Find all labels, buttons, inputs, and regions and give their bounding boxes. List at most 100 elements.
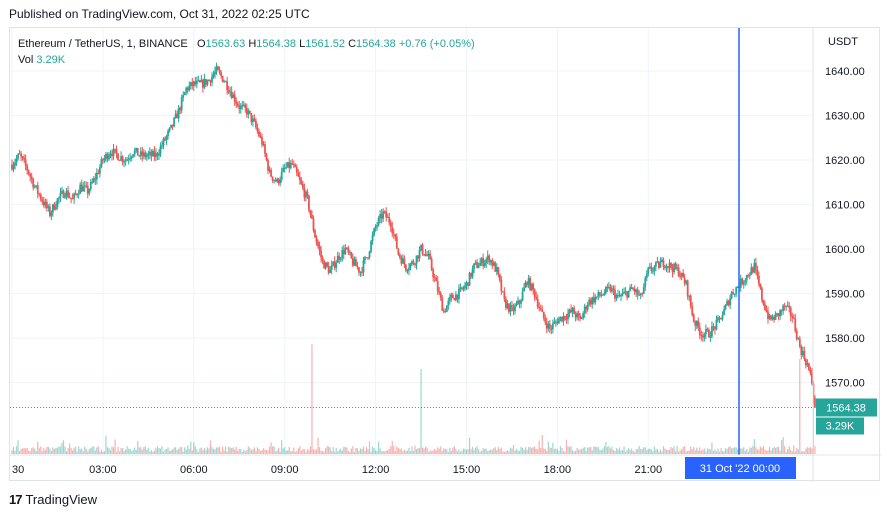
volume-bar	[64, 446, 66, 454]
volume-bar	[481, 450, 483, 454]
candle-body	[504, 298, 507, 308]
volume-bar	[414, 445, 416, 454]
candle-body	[148, 151, 151, 154]
candle-body	[397, 248, 400, 255]
x-tick-label: 03:00	[89, 464, 117, 476]
volume-bar	[353, 451, 355, 454]
volume-bar	[535, 449, 537, 454]
candle-body	[409, 263, 412, 269]
volume-bar	[756, 449, 758, 454]
volume-bar	[150, 450, 152, 454]
volume-bar	[234, 449, 236, 454]
volume-bar	[679, 450, 681, 454]
volume-bar	[156, 446, 159, 454]
candle-body	[358, 267, 360, 273]
volume-bar	[685, 451, 687, 454]
candle-body	[520, 300, 522, 304]
candle-body	[582, 313, 585, 319]
volume-bar	[340, 448, 342, 454]
brand[interactable]: 17 TradingView	[9, 492, 97, 507]
candle-body	[620, 295, 622, 297]
volume-bar	[744, 450, 746, 454]
volume-bar	[297, 448, 299, 454]
volume-bar	[431, 451, 433, 454]
candle-body	[592, 297, 595, 303]
candle-body	[282, 167, 285, 172]
volume-bar	[193, 442, 195, 454]
candle-body	[124, 160, 127, 162]
candle-body	[365, 257, 368, 259]
volume-bar	[655, 449, 657, 454]
candle-body	[88, 189, 91, 194]
candle-body	[279, 179, 282, 184]
candle-body	[662, 259, 665, 267]
candle-body	[526, 282, 528, 285]
volume-bar	[391, 440, 393, 454]
candle-body	[412, 261, 415, 265]
volume-bar	[474, 447, 477, 454]
volume-bar	[802, 451, 804, 454]
volume-bar	[482, 448, 484, 454]
candle-body	[42, 201, 45, 206]
x-tick-label: 09:00	[271, 464, 299, 476]
y-tick-label: 1570.00	[825, 378, 865, 390]
candle-body	[745, 275, 748, 281]
candle-body	[441, 297, 444, 311]
price-chart[interactable]: USDT 1640.00 1630.00 1620.00 1610.00 1600.00 1…	[10, 28, 881, 482]
volume-bar	[653, 446, 655, 454]
candle-body	[382, 211, 385, 219]
candle-body	[788, 305, 791, 308]
volume-bar	[731, 448, 733, 454]
candle-body	[82, 186, 85, 192]
chart-frame[interactable]: USDT 1640.00 1630.00 1620.00 1610.00 1600.00 1…	[9, 27, 881, 482]
candle-body	[492, 262, 495, 266]
volume-bar	[385, 450, 387, 454]
candle-body	[170, 124, 172, 128]
candle-body	[121, 156, 124, 162]
volume-bar	[149, 451, 151, 454]
volume-bar	[782, 437, 784, 454]
volume-bar	[137, 441, 139, 454]
volume-bar	[362, 446, 365, 454]
candle-body	[348, 252, 351, 254]
volume-bar	[438, 448, 440, 454]
volume-bar	[614, 451, 616, 454]
volume-bar	[762, 446, 765, 454]
volume-bar	[320, 450, 322, 454]
candle-body	[218, 69, 221, 73]
volume-bar	[746, 449, 748, 454]
candle-body	[414, 264, 416, 266]
volume-bar	[140, 447, 142, 454]
volume-bar	[717, 448, 719, 454]
volume-bar	[196, 449, 198, 454]
volume-bar	[46, 447, 48, 454]
volume-bar	[688, 450, 690, 454]
candle-body	[295, 167, 298, 173]
volume-bar	[84, 446, 86, 454]
candle-body	[530, 283, 533, 291]
candle-body	[344, 247, 347, 255]
candle-body	[300, 180, 303, 185]
candle-body	[771, 316, 774, 320]
candle-body	[806, 363, 809, 366]
candle-body	[217, 66, 219, 70]
candle-body	[383, 211, 386, 213]
volume-bar	[643, 447, 645, 454]
volume-bar	[358, 451, 360, 454]
volume-bar	[352, 446, 354, 454]
volume-bar	[70, 447, 72, 454]
volume-bar	[294, 451, 296, 454]
candle-body	[797, 338, 800, 340]
volume-bar	[579, 449, 581, 454]
candle-body	[277, 178, 280, 184]
volume-bar	[220, 451, 222, 454]
candle-body	[623, 291, 625, 294]
volume-bar	[226, 451, 228, 454]
candle-body	[776, 313, 778, 315]
volume-bar	[552, 442, 554, 454]
candle-body	[268, 169, 271, 171]
volume-bar	[718, 451, 721, 454]
legend-volume-label: Vol	[18, 54, 34, 66]
volume-bar	[125, 449, 127, 454]
volume-bar	[43, 447, 45, 454]
